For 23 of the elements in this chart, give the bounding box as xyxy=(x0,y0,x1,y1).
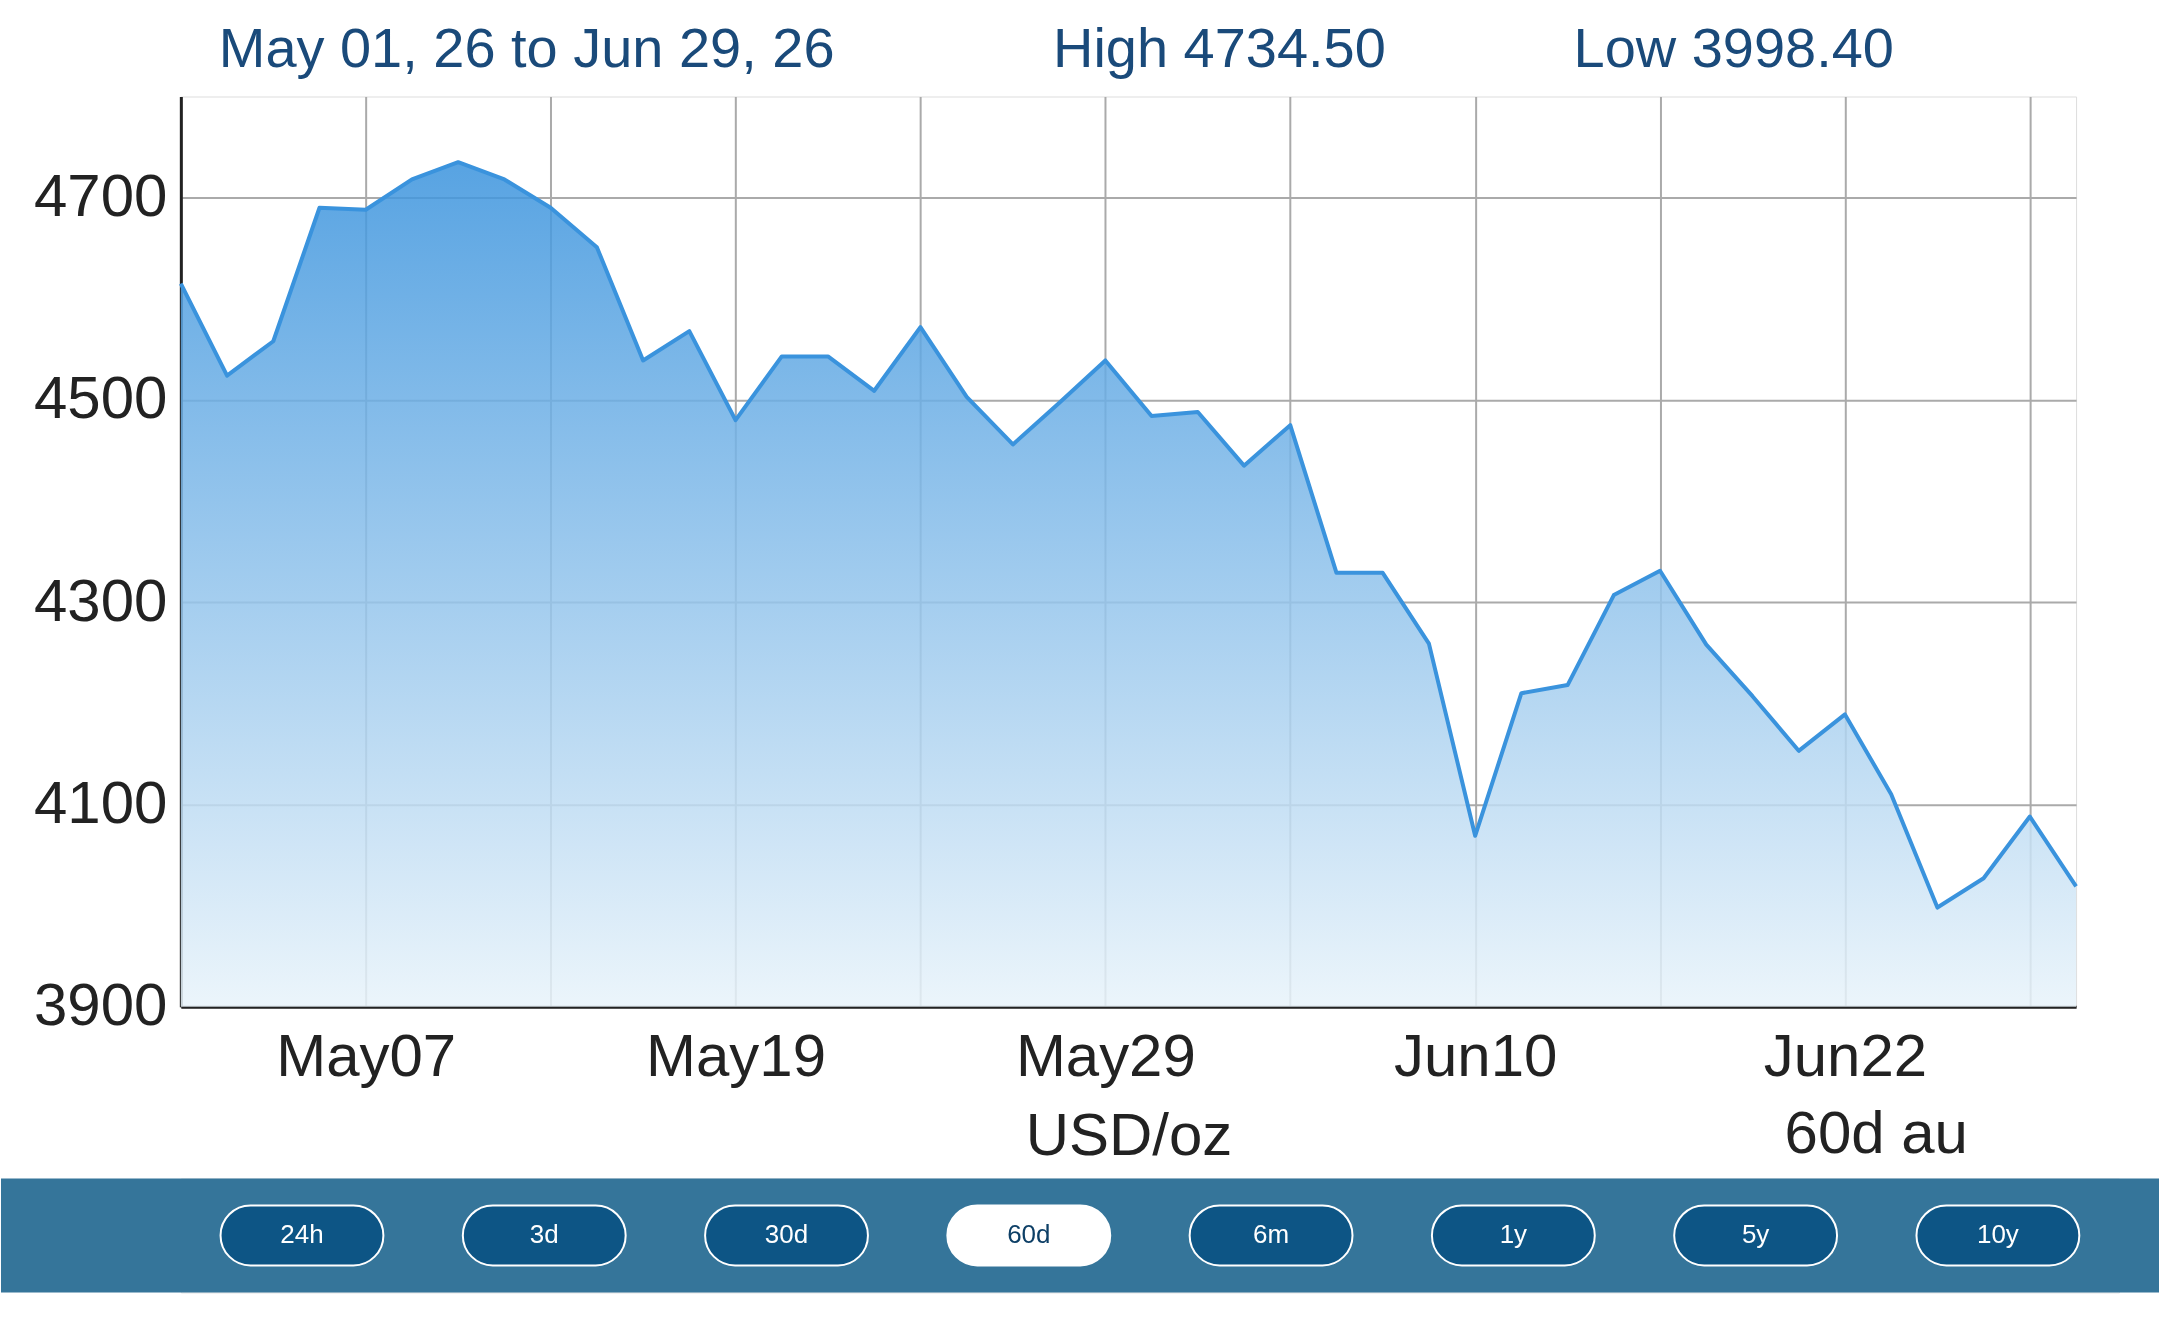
category-label: 6m xyxy=(1253,1219,1290,1250)
category-label: 10y xyxy=(1976,1219,2019,1250)
x-tick-label: May29 xyxy=(1015,1022,1196,1090)
x-tick-label: Jun22 xyxy=(1763,1022,1928,1090)
x-tick-label: May07 xyxy=(276,1022,457,1090)
y-tick-label: 4300 xyxy=(34,566,168,634)
category-label: 3d xyxy=(529,1219,559,1250)
x-tick-label: Jun10 xyxy=(1393,1022,1558,1090)
category-label: 24h xyxy=(280,1219,324,1250)
chart-title: May 01, 26 to Jun 29, 26 xyxy=(218,15,835,79)
x-axis-title: USD/oz xyxy=(1025,1101,1233,1169)
y-tick-label: 4700 xyxy=(34,162,168,230)
text: Low 3998.40 xyxy=(1573,15,1894,79)
category-label: 1y xyxy=(1499,1219,1528,1250)
category-label: 60d xyxy=(1007,1219,1051,1250)
y-tick-label: 4500 xyxy=(34,364,168,432)
text: High 4734.50 xyxy=(1053,15,1386,79)
category-label: 30d xyxy=(764,1219,809,1250)
category-label: 5y xyxy=(1741,1219,1770,1250)
text: 60d au xyxy=(1784,1098,1968,1166)
y-tick-label: 4100 xyxy=(34,768,168,836)
x-tick-label: May19 xyxy=(646,1022,826,1090)
y-tick-label: 3900 xyxy=(34,971,168,1039)
